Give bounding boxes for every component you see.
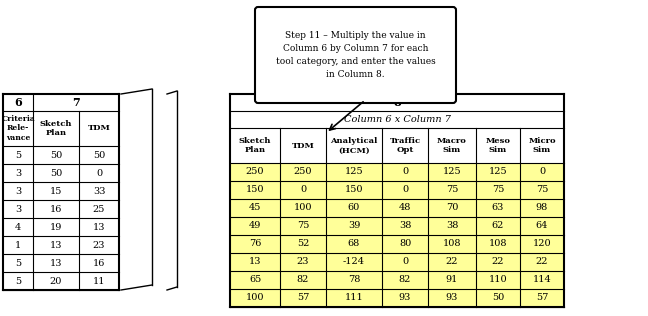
Text: 16: 16 xyxy=(93,258,105,268)
Text: 0: 0 xyxy=(539,167,545,177)
Text: 48: 48 xyxy=(399,204,411,212)
Text: 7: 7 xyxy=(72,97,80,108)
Text: 3: 3 xyxy=(15,168,21,178)
Text: TDM: TDM xyxy=(292,142,314,149)
Text: 63: 63 xyxy=(492,204,504,212)
Text: 25: 25 xyxy=(93,204,105,214)
Text: 45: 45 xyxy=(249,204,261,212)
Text: 22: 22 xyxy=(536,258,548,266)
Text: 50: 50 xyxy=(492,294,504,302)
Text: 114: 114 xyxy=(533,276,551,284)
Text: 38: 38 xyxy=(446,222,458,230)
Text: 110: 110 xyxy=(489,276,507,284)
Text: 52: 52 xyxy=(297,240,309,248)
Text: 8: 8 xyxy=(393,97,401,108)
Bar xyxy=(230,163,564,307)
Text: 38: 38 xyxy=(399,222,411,230)
Text: 49: 49 xyxy=(249,222,261,230)
Text: Traffic
Opt: Traffic Opt xyxy=(389,137,421,155)
Text: 100: 100 xyxy=(294,204,312,212)
Text: 120: 120 xyxy=(533,240,551,248)
Text: 57: 57 xyxy=(536,294,548,302)
Text: 50: 50 xyxy=(93,150,105,160)
Text: 16: 16 xyxy=(50,204,62,214)
Text: 0: 0 xyxy=(402,258,408,266)
Text: 93: 93 xyxy=(399,294,411,302)
Text: 82: 82 xyxy=(399,276,411,284)
Text: 108: 108 xyxy=(443,240,461,248)
Text: 68: 68 xyxy=(348,240,360,248)
Text: Column 6 x Column 7: Column 6 x Column 7 xyxy=(343,115,450,124)
Text: 39: 39 xyxy=(348,222,360,230)
Text: Macro
Sim: Macro Sim xyxy=(437,137,467,155)
Text: 93: 93 xyxy=(446,294,458,302)
Text: Sketch
Plan: Sketch Plan xyxy=(40,120,72,137)
Text: 150: 150 xyxy=(345,185,364,195)
Text: 125: 125 xyxy=(489,167,507,177)
Text: 57: 57 xyxy=(297,294,309,302)
Text: 125: 125 xyxy=(345,167,364,177)
Text: 1: 1 xyxy=(15,240,21,250)
Text: -124: -124 xyxy=(343,258,365,266)
Text: 0: 0 xyxy=(300,185,306,195)
Text: 5: 5 xyxy=(15,258,21,268)
Text: 76: 76 xyxy=(249,240,261,248)
Text: 33: 33 xyxy=(93,186,105,196)
Text: 4: 4 xyxy=(15,222,21,232)
Text: 13: 13 xyxy=(50,258,62,268)
Text: 108: 108 xyxy=(489,240,507,248)
Text: 13: 13 xyxy=(50,240,62,250)
Text: 111: 111 xyxy=(345,294,364,302)
Text: 22: 22 xyxy=(492,258,504,266)
Text: 50: 50 xyxy=(50,150,62,160)
Text: TDM: TDM xyxy=(87,125,110,132)
Text: 50: 50 xyxy=(50,168,62,178)
Text: 0: 0 xyxy=(402,185,408,195)
Text: 75: 75 xyxy=(536,185,548,195)
Text: 125: 125 xyxy=(443,167,461,177)
Text: Step 11 – Multiply the value in
Column 6 by Column 7 for each
tool category, and: Step 11 – Multiply the value in Column 6… xyxy=(275,31,435,79)
Text: 98: 98 xyxy=(536,204,548,212)
Text: 13: 13 xyxy=(93,222,105,232)
Text: Micro
Sim: Micro Sim xyxy=(528,137,556,155)
Text: 91: 91 xyxy=(446,276,458,284)
FancyBboxPatch shape xyxy=(255,7,456,103)
Text: 75: 75 xyxy=(446,185,458,195)
Text: 60: 60 xyxy=(348,204,360,212)
Text: 19: 19 xyxy=(50,222,62,232)
Text: 23: 23 xyxy=(93,240,105,250)
Text: Sketch
Plan: Sketch Plan xyxy=(238,137,272,155)
Text: 5: 5 xyxy=(15,276,21,285)
Text: 65: 65 xyxy=(249,276,261,284)
Text: 70: 70 xyxy=(446,204,458,212)
Text: 11: 11 xyxy=(93,276,105,285)
Text: 6: 6 xyxy=(14,97,22,108)
Text: Analytical
(HCM): Analytical (HCM) xyxy=(330,137,378,155)
Text: 100: 100 xyxy=(246,294,264,302)
Text: 5: 5 xyxy=(15,150,21,160)
Text: 15: 15 xyxy=(50,186,62,196)
Text: 20: 20 xyxy=(50,276,62,285)
Text: 3: 3 xyxy=(15,204,21,214)
Text: 0: 0 xyxy=(96,168,102,178)
Text: 3: 3 xyxy=(15,186,21,196)
Text: 250: 250 xyxy=(294,167,312,177)
Text: 82: 82 xyxy=(297,276,309,284)
Text: 250: 250 xyxy=(246,167,264,177)
Text: Criteria
Rele-
vance: Criteria Rele- vance xyxy=(1,115,35,142)
Text: 62: 62 xyxy=(492,222,504,230)
Text: 22: 22 xyxy=(446,258,458,266)
Text: 80: 80 xyxy=(399,240,411,248)
Text: Meso
Sim: Meso Sim xyxy=(485,137,511,155)
Text: 75: 75 xyxy=(492,185,504,195)
Text: 0: 0 xyxy=(402,167,408,177)
Text: 150: 150 xyxy=(246,185,264,195)
Text: 78: 78 xyxy=(348,276,360,284)
Text: 64: 64 xyxy=(536,222,548,230)
Text: 75: 75 xyxy=(297,222,309,230)
Text: 13: 13 xyxy=(249,258,261,266)
Text: 23: 23 xyxy=(297,258,309,266)
